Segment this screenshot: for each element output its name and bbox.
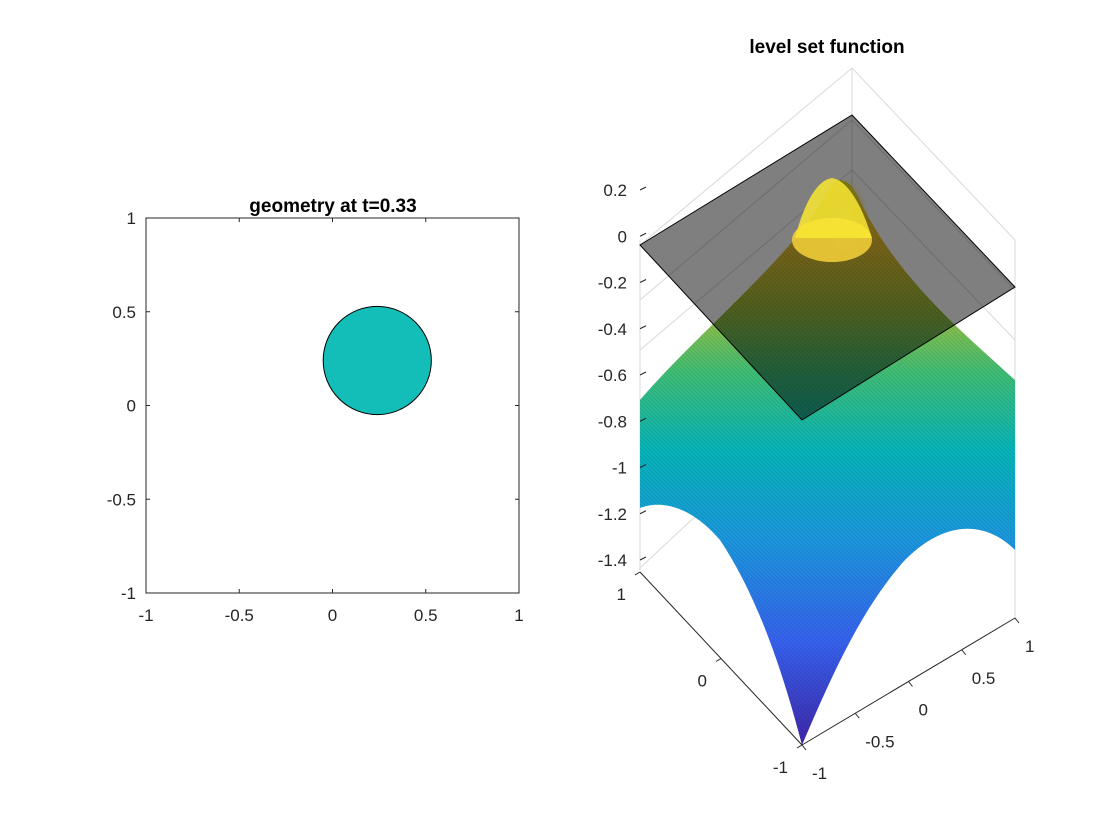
level-set-y-tick <box>801 744 807 751</box>
level-set-y-tick <box>1014 617 1020 624</box>
level-set-x-tick-label: -1 <box>773 758 788 777</box>
geometry-x-tick-label: 0.5 <box>414 606 438 625</box>
level-set-y-tick <box>908 681 913 687</box>
level-set-y-tick <box>961 649 967 656</box>
level-set-x-tick <box>796 744 803 749</box>
level-set-z-tick-label: 0 <box>618 227 627 246</box>
level-set-y-tick-label: 0.5 <box>972 669 996 688</box>
level-set-z-ticks: 0.2 0 -0.2 -0.4 -0.6 -0.8 -1 -1.2 -1.4 <box>598 181 647 570</box>
geometry-x-tick-label: -1 <box>138 606 153 625</box>
level-set-z-tick-label: -0.4 <box>598 320 627 339</box>
geometry-x-tick-label: 1 <box>514 606 523 625</box>
level-set-title: level set function <box>749 37 904 58</box>
level-set-axes: 0.2 0 -0.2 -0.4 -0.6 -0.8 -1 -1.2 -1.4 -1 0 1 -1 -0… <box>598 37 1035 783</box>
level-set-x-ticks: -1 0 1 <box>617 571 803 777</box>
geometry-circle <box>322 305 432 416</box>
geometry-title: geometry at t=0.33 <box>249 196 416 217</box>
level-set-z-tick <box>639 279 647 283</box>
geometry-axes: -1 -0.5 0 0.5 1 -1 -0.5 0 0.5 1 geometry at t=0.… <box>107 196 524 625</box>
level-set-x-tick-label: 0 <box>698 672 707 691</box>
level-set-z-tick-label: -1.4 <box>598 551 627 570</box>
level-set-x-tick <box>634 571 641 576</box>
level-set-y-tick-label: 0 <box>919 701 928 720</box>
level-set-z-tick-label: -1 <box>612 459 627 478</box>
zero-level-plane <box>639 114 1016 421</box>
geometry-tick-marks <box>145 217 520 594</box>
level-set-y-tick-label: -1 <box>812 764 827 783</box>
geometry-y-tick-labels: -1 -0.5 0 0.5 1 <box>107 209 136 603</box>
level-set-y-tick-label: -0.5 <box>865 732 894 751</box>
level-set-z-tick-label: -0.6 <box>598 366 627 385</box>
level-set-peak-tip <box>795 178 872 238</box>
level-set-z-tick-label: -0.2 <box>598 274 627 293</box>
level-set-z-tick-label: -1.2 <box>598 505 627 524</box>
geometry-x-tick-label: 0 <box>328 606 337 625</box>
geometry-y-tick-label: -1 <box>121 584 136 603</box>
level-set-z-tick-label: 0.2 <box>603 181 627 200</box>
geometry-y-tick-label: -0.5 <box>107 490 136 509</box>
level-set-z-tick <box>639 371 647 376</box>
geometry-x-tick-labels: -1 -0.5 0 0.5 1 <box>138 606 523 625</box>
geometry-y-tick-label: 1 <box>127 209 136 228</box>
level-set-z-tick <box>639 464 647 468</box>
level-set-z-tick <box>639 232 647 237</box>
geometry-plot-area <box>145 217 520 594</box>
level-set-z-tick <box>639 510 647 515</box>
geometry-y-tick-label: 0 <box>127 397 136 416</box>
level-set-x-tick-label: 1 <box>617 585 626 604</box>
level-set-y-ticks: -1 -0.5 0 0.5 1 <box>801 617 1034 783</box>
level-set-z-tick-label: -0.8 <box>598 412 627 431</box>
geometry-x-tick-label: -0.5 <box>225 606 254 625</box>
level-set-y-tick-label: 1 <box>1025 637 1034 656</box>
level-set-z-tick <box>639 325 647 330</box>
geometry-y-tick-label: 0.5 <box>112 303 136 322</box>
level-set-z-tick <box>639 186 647 191</box>
level-set-y-tick <box>854 712 860 719</box>
level-set-z-tick <box>639 417 647 422</box>
level-set-z-tick <box>639 556 647 561</box>
level-set-x-tick <box>715 658 722 662</box>
